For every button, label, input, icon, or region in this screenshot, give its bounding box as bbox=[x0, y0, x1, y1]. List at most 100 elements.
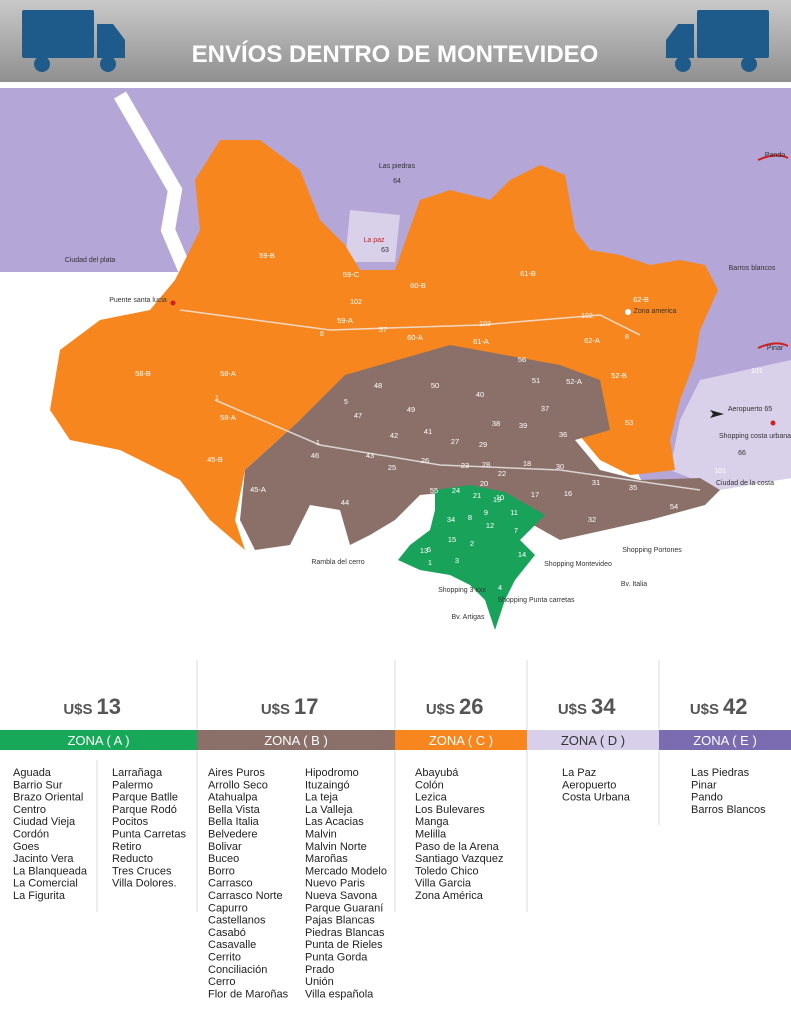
zone-name: ZONA ( D ) bbox=[561, 733, 625, 748]
place: Retiro bbox=[112, 841, 141, 853]
place: Bella Italia bbox=[208, 816, 260, 828]
map-label: 28 bbox=[482, 460, 490, 469]
map-label: 102 bbox=[479, 321, 491, 328]
map-label: 7 bbox=[514, 526, 518, 535]
map-label: La paz bbox=[363, 237, 385, 244]
place: La Figurita bbox=[13, 890, 66, 902]
map-label: 15 bbox=[448, 535, 456, 544]
place: Unión bbox=[305, 976, 334, 988]
place: Nuevo Paris bbox=[305, 878, 365, 890]
place: Malvin Norte bbox=[305, 841, 367, 853]
map-label: 9 bbox=[484, 508, 488, 517]
place: Mercado Modelo bbox=[305, 865, 387, 877]
place: Arrollo Seco bbox=[208, 779, 268, 791]
place: Capurro bbox=[208, 902, 248, 914]
map-label: Bv. Artigas bbox=[452, 614, 485, 621]
map-label: 4 bbox=[498, 583, 502, 592]
place: Ciudad Vieja bbox=[13, 816, 76, 828]
place: Punta de Rieles bbox=[305, 939, 383, 951]
place: Lezica bbox=[415, 792, 448, 804]
place: Borro bbox=[208, 865, 235, 877]
place: Punta Carretas bbox=[112, 829, 186, 841]
map-label: 6 bbox=[427, 545, 431, 554]
map-label: 26 bbox=[421, 456, 429, 465]
map-label: 45-A bbox=[250, 485, 266, 494]
price: 26 bbox=[459, 694, 483, 719]
place: La Comercial bbox=[13, 878, 78, 890]
map-label: 60-A bbox=[407, 333, 423, 342]
map-label: 14 bbox=[518, 550, 526, 559]
place: Prado bbox=[305, 964, 334, 976]
currency: U$S bbox=[426, 701, 455, 718]
map-label: Shopping Punta carretas bbox=[497, 597, 575, 604]
map-label: 40 bbox=[476, 390, 484, 399]
map-label: Aeropuerto 65 bbox=[728, 406, 772, 413]
map-label: 50 bbox=[431, 381, 439, 390]
map-label: Ciudad de la costa bbox=[716, 480, 774, 487]
map-label: 8 bbox=[625, 334, 629, 341]
place: Pando bbox=[691, 792, 723, 804]
map-label: 63 bbox=[381, 247, 389, 254]
map-label: 37 bbox=[541, 404, 549, 413]
map-label: 102 bbox=[350, 299, 362, 306]
place: Maroñas bbox=[305, 853, 348, 865]
map-label: Shopping costa urbana bbox=[719, 433, 791, 440]
place: Parque Guaraní bbox=[305, 902, 383, 914]
place: Aires Puros bbox=[208, 767, 265, 779]
map-label: 46 bbox=[311, 451, 319, 460]
place: Hipodromo bbox=[305, 767, 359, 779]
place: Belvedere bbox=[208, 829, 258, 841]
map-label: 22 bbox=[498, 469, 506, 478]
map-label: 41 bbox=[424, 427, 432, 436]
map-label: 61-B bbox=[520, 269, 536, 278]
place: Centro bbox=[13, 804, 46, 816]
map-label: 59-B bbox=[259, 251, 275, 260]
map-label: 3 bbox=[455, 556, 459, 565]
map-label: 62-A bbox=[584, 336, 600, 345]
map-label: 23 bbox=[461, 461, 469, 470]
map-label: Barros blancos bbox=[729, 265, 776, 272]
place: La Valleja bbox=[305, 804, 353, 816]
map-label: 51 bbox=[532, 376, 540, 385]
map-label: 16 bbox=[564, 489, 572, 498]
place: Casabó bbox=[208, 927, 246, 939]
zone-bar bbox=[659, 730, 791, 750]
place: Nueva Savona bbox=[305, 890, 378, 902]
place: Aeropuerto bbox=[562, 779, 616, 791]
place: Brazo Oriental bbox=[13, 792, 83, 804]
map bbox=[0, 88, 791, 648]
place: Carrasco Norte bbox=[208, 890, 283, 902]
place: Conciliación bbox=[208, 964, 267, 976]
map-label: Puente santa lucia bbox=[109, 297, 167, 304]
map-label: 101 bbox=[751, 368, 763, 375]
place: Villa española bbox=[305, 988, 374, 1000]
map-label: 48 bbox=[374, 381, 382, 390]
zone-bar bbox=[197, 730, 395, 750]
header-bar bbox=[0, 0, 791, 82]
map-label: 25 bbox=[388, 463, 396, 472]
place: Bolivar bbox=[208, 841, 242, 853]
map-label: 5 bbox=[344, 399, 348, 406]
title: ENVÍOS DENTRO DE MONTEVIDEO bbox=[192, 40, 599, 68]
map-label: 43 bbox=[366, 451, 374, 460]
place: Parque Batlle bbox=[112, 792, 178, 804]
map-label: 54 bbox=[670, 502, 678, 511]
map-label: 31 bbox=[592, 478, 600, 487]
place: Malvin bbox=[305, 829, 337, 841]
map-label: 30 bbox=[556, 462, 564, 471]
map-label: Pando bbox=[765, 152, 785, 159]
map-label: 29 bbox=[479, 440, 487, 449]
place: Villa Garcia bbox=[415, 878, 472, 890]
zone-name: ZONA ( E ) bbox=[693, 733, 757, 748]
map-label: 12 bbox=[486, 521, 494, 530]
place: Melilla bbox=[415, 829, 447, 841]
map-label: 66 bbox=[738, 450, 746, 457]
map-label: 1 bbox=[316, 440, 320, 447]
map-label: 58-A bbox=[220, 413, 236, 422]
place: Ituzaingó bbox=[305, 779, 350, 791]
place: La Paz bbox=[562, 767, 596, 779]
place: Punta Gorda bbox=[305, 952, 368, 964]
price: 34 bbox=[591, 694, 616, 719]
place: Jacinto Vera bbox=[13, 853, 74, 865]
place: Tres Cruces bbox=[112, 865, 172, 877]
